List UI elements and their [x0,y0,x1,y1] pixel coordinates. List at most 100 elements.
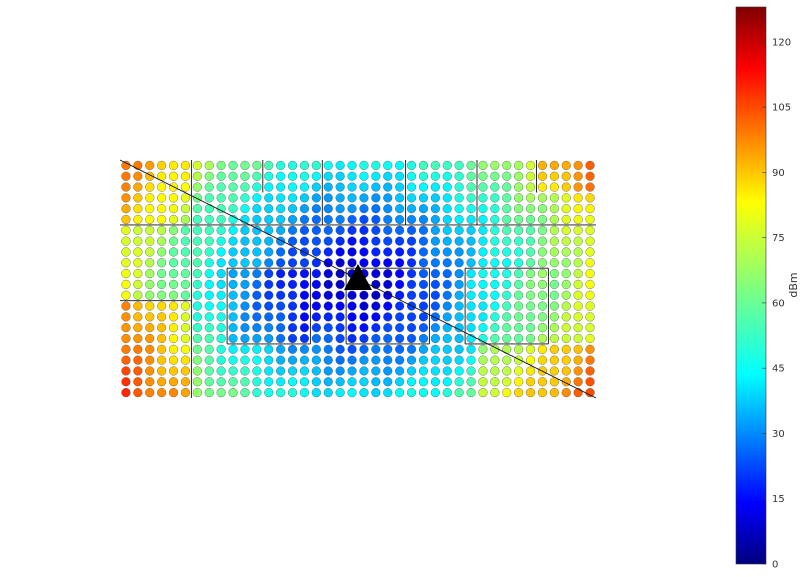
signal-point [299,214,310,225]
signal-point [561,204,571,214]
signal-point [252,204,262,214]
signal-point [252,171,262,181]
signal-point [525,366,536,376]
signal-point [240,366,250,376]
signal-point [168,323,179,333]
signal-point [549,225,559,235]
signal-point [406,268,417,279]
signal-point [121,290,131,300]
signal-point [371,290,381,300]
signal-point [180,344,191,354]
signal-point [252,333,262,344]
signal-point [204,366,214,376]
signal-point [573,312,583,322]
signal-point [204,236,214,246]
signal-point [371,333,381,344]
signal-point [383,279,393,290]
signal-point [490,312,500,322]
signal-point [276,366,286,376]
signal-point [561,355,571,365]
signal-point [466,182,476,192]
signal-point [502,182,512,192]
signal-point [180,290,191,300]
signal-point [204,323,214,333]
signal-point [490,171,500,181]
signal-point [478,182,488,192]
signal-point [287,236,298,246]
signal-point [157,225,167,235]
signal-point [395,193,405,203]
signal-point [525,160,536,171]
signal-point [335,247,345,257]
signal-point [442,344,452,354]
signal-point [561,171,571,181]
plot-area [119,159,597,399]
signal-point [121,193,131,203]
signal-point [168,355,179,365]
signal-point [145,193,155,203]
signal-point [514,366,524,376]
signal-point [514,355,524,365]
signal-point [145,214,155,225]
signal-point [180,301,191,311]
signal-point [525,301,536,311]
signal-point [121,160,131,171]
signal-point [406,182,417,192]
signal-point [287,344,298,354]
signal-point [478,204,488,214]
signal-point [216,333,226,344]
signal-point [549,312,559,322]
signal-points [121,160,595,398]
signal-point [168,225,179,235]
signal-point [383,236,393,246]
signal-point [395,268,405,279]
signal-point [466,160,476,171]
signal-point [216,236,226,246]
signal-point [228,182,238,192]
signal-point [395,160,405,171]
signal-point [514,247,524,257]
signal-point [371,171,381,181]
signal-point [454,171,464,181]
signal-point [299,290,310,300]
signal-point [192,290,202,300]
signal-point [573,225,583,235]
signal-point [121,171,131,181]
signal-point [145,344,155,354]
signal-point [311,268,321,279]
signal-point [240,323,250,333]
signal-point [383,204,393,214]
signal-point [216,355,226,365]
signal-point [180,225,191,235]
signal-point [502,279,512,290]
signal-point [347,301,357,311]
signal-point [335,366,345,376]
signal-point [442,323,452,333]
signal-point [323,333,333,344]
signal-point [204,225,214,235]
signal-point [502,236,512,246]
signal-point [192,204,202,214]
signal-point [502,193,512,203]
signal-point [121,355,131,365]
signal-point [371,323,381,333]
signal-point [359,366,369,376]
signal-point [335,387,345,398]
signal-point [585,312,595,322]
signal-point [335,323,345,333]
signal-point [121,366,131,376]
signal-point [204,312,214,322]
signal-point [347,355,357,365]
signal-point [145,268,155,279]
signal-point [264,344,274,354]
signal-point [573,268,583,279]
signal-point [514,204,524,214]
signal-point [549,160,559,171]
signal-point [442,312,452,322]
signal-point [561,214,571,225]
signal-point [252,247,262,257]
signal-point [371,236,381,246]
signal-point [430,355,440,365]
signal-point [525,204,536,214]
signal-point [454,236,464,246]
